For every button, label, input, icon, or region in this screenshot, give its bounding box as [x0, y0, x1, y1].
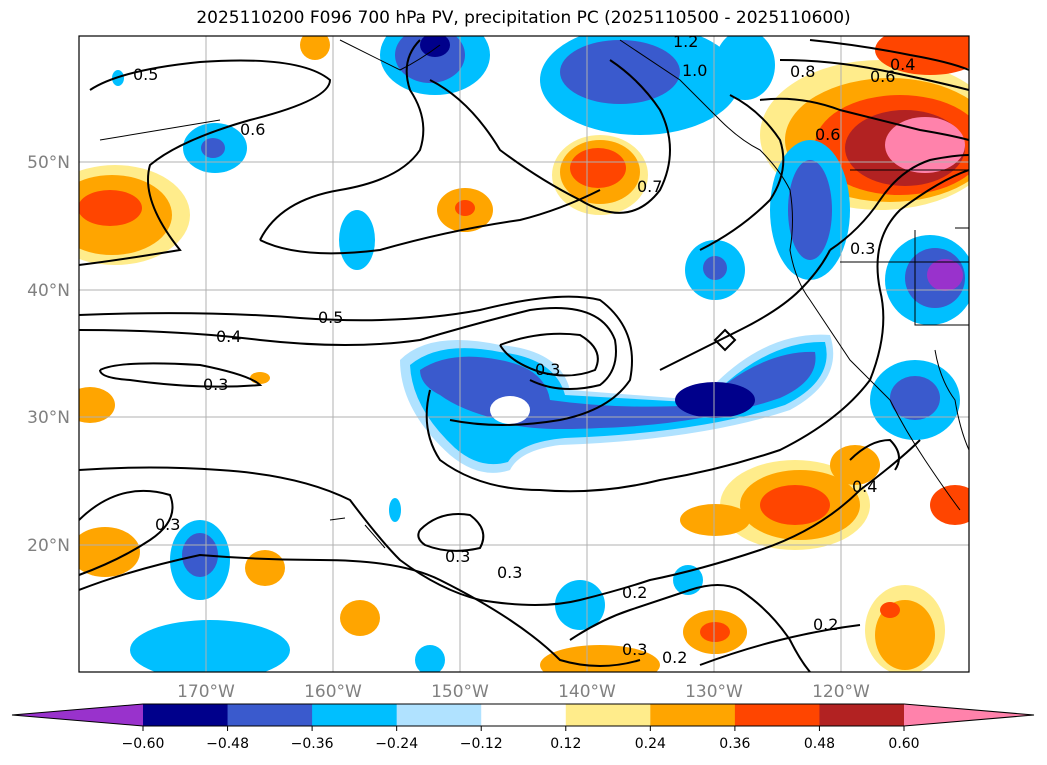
contour-label: 0.5	[133, 65, 158, 84]
colorbar-tick-label: 0.36	[719, 736, 750, 752]
colorbar-cell	[227, 704, 313, 726]
contour-label: 1.0	[682, 61, 707, 80]
colorbar-cell	[734, 704, 820, 726]
lon-label: 170°W	[177, 682, 235, 702]
colorbar-tick-label: −0.48	[206, 736, 249, 752]
lat-lon-grid	[79, 36, 969, 672]
map-frame	[78, 35, 970, 673]
contour-label: 0.3	[535, 360, 560, 379]
contour-label: 0.3	[203, 375, 228, 394]
contour-label: 0.6	[815, 125, 840, 144]
contour-label: 0.2	[662, 648, 687, 667]
colorbar-tick-label: 0.60	[888, 736, 919, 752]
contour-label: 0.3	[850, 239, 875, 258]
contour-label: 0.5	[318, 308, 343, 327]
colorbar-cell	[565, 704, 651, 726]
contour-label: 0.2	[622, 583, 647, 602]
lat-label: 50°N	[27, 153, 70, 173]
colorbar-tick-label: −0.60	[122, 736, 165, 752]
map-panel: 0.5 0.6 0.7 0.8 0.6 0.5 0.4 0.3 0.3 0.3 …	[79, 32, 969, 672]
pv-contours	[79, 39, 969, 672]
colorbar-cell	[481, 704, 567, 726]
contour-label: 0.7	[637, 177, 662, 196]
colorbar: −0.60 −0.48 −0.36 −0.24 −0.12 0.12 0.24 0.36 0.4…	[11, 703, 1035, 752]
colorbar-tick-label: −0.12	[460, 736, 503, 752]
colorbar-cell	[650, 704, 736, 726]
contour-labels: 0.5 0.6 0.7 0.8 0.6 0.5 0.4 0.3 0.3 0.3 …	[133, 32, 915, 667]
contour-label: 0.2	[813, 615, 838, 634]
contour-label: 0.6	[240, 120, 265, 139]
lon-label: 120°W	[812, 682, 870, 702]
colorbar-tick-label: 0.12	[550, 736, 581, 752]
colorbar-tick-label: −0.36	[291, 736, 334, 752]
longitude-labels: 170°W 160°W 150°W 140°W 130°W 120°W	[177, 682, 870, 702]
lat-label: 20°N	[27, 536, 70, 556]
colorbar-extend-high	[904, 704, 1034, 726]
colorbar-cell	[143, 704, 229, 726]
map-title: 2025110200 F096 700 hPa PV, precipitatio…	[196, 8, 851, 28]
contour-label: 1.2	[673, 32, 698, 51]
contour-label: 0.3	[155, 515, 180, 534]
lat-label: 30°N	[27, 408, 70, 428]
colorbar-cell	[819, 704, 905, 726]
colorbar-tick-label: 0.48	[804, 736, 835, 752]
contour-label: 0.3	[497, 563, 522, 582]
colorbar-cell	[312, 704, 398, 726]
contour-label: 0.4	[852, 477, 877, 496]
colorbar-cell	[396, 704, 482, 726]
lon-label: 160°W	[304, 682, 362, 702]
contour-label: 0.6	[870, 67, 895, 86]
lon-label: 150°W	[431, 682, 489, 702]
lon-label: 140°W	[558, 682, 616, 702]
lon-label: 130°W	[685, 682, 743, 702]
contour-label: 0.8	[790, 62, 815, 81]
colorbar-tick-label: 0.24	[635, 736, 666, 752]
colorbar-extend-low	[12, 704, 143, 726]
contour-label: 0.3	[622, 640, 647, 659]
lat-label: 40°N	[27, 281, 70, 301]
contour-label: 0.4	[216, 327, 241, 346]
contour-label: 0.3	[445, 547, 470, 566]
latitude-labels: 50°N 40°N 30°N 20°N	[27, 153, 70, 556]
contour-label: 0.4	[890, 55, 915, 74]
colorbar-tick-label: −0.24	[375, 736, 418, 752]
